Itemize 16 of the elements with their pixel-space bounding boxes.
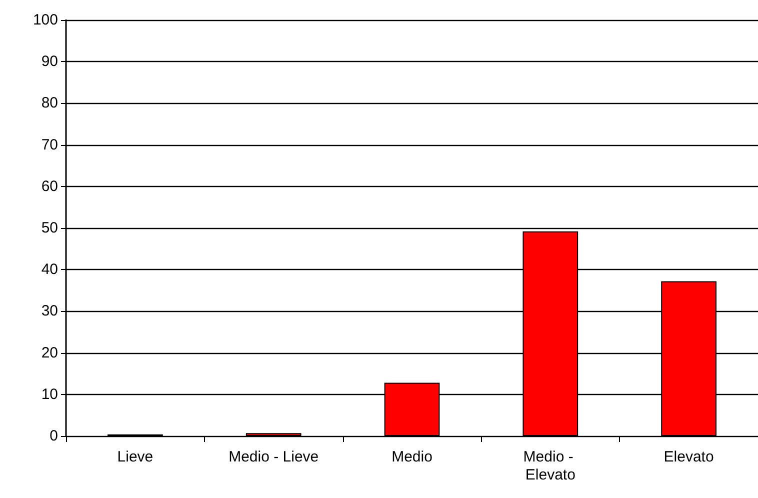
y-tick-label: 80 (41, 94, 58, 112)
y-tick-label: 10 (41, 386, 58, 403)
x-tick-label: Medio - Lieve (228, 448, 319, 466)
y-tick-label: 90 (41, 53, 58, 70)
y-tick-label: 60 (41, 178, 58, 195)
y-tick-label: 40 (41, 261, 58, 278)
y-tick-label: 50 (41, 220, 58, 236)
y-tick-label: 30 (41, 302, 58, 320)
y-tick-label: 20 (41, 344, 58, 362)
x-tick-label: Medio (392, 448, 432, 466)
x-tick-label: Medio - Elevato (523, 448, 578, 484)
y-tick-label: 70 (41, 136, 58, 154)
x-tick-label: Lieve (117, 448, 154, 466)
x-tick-label: Elevato (664, 448, 714, 466)
y-tick-label: 100 (32, 12, 58, 28)
y-tick-label: 0 (50, 428, 58, 444)
